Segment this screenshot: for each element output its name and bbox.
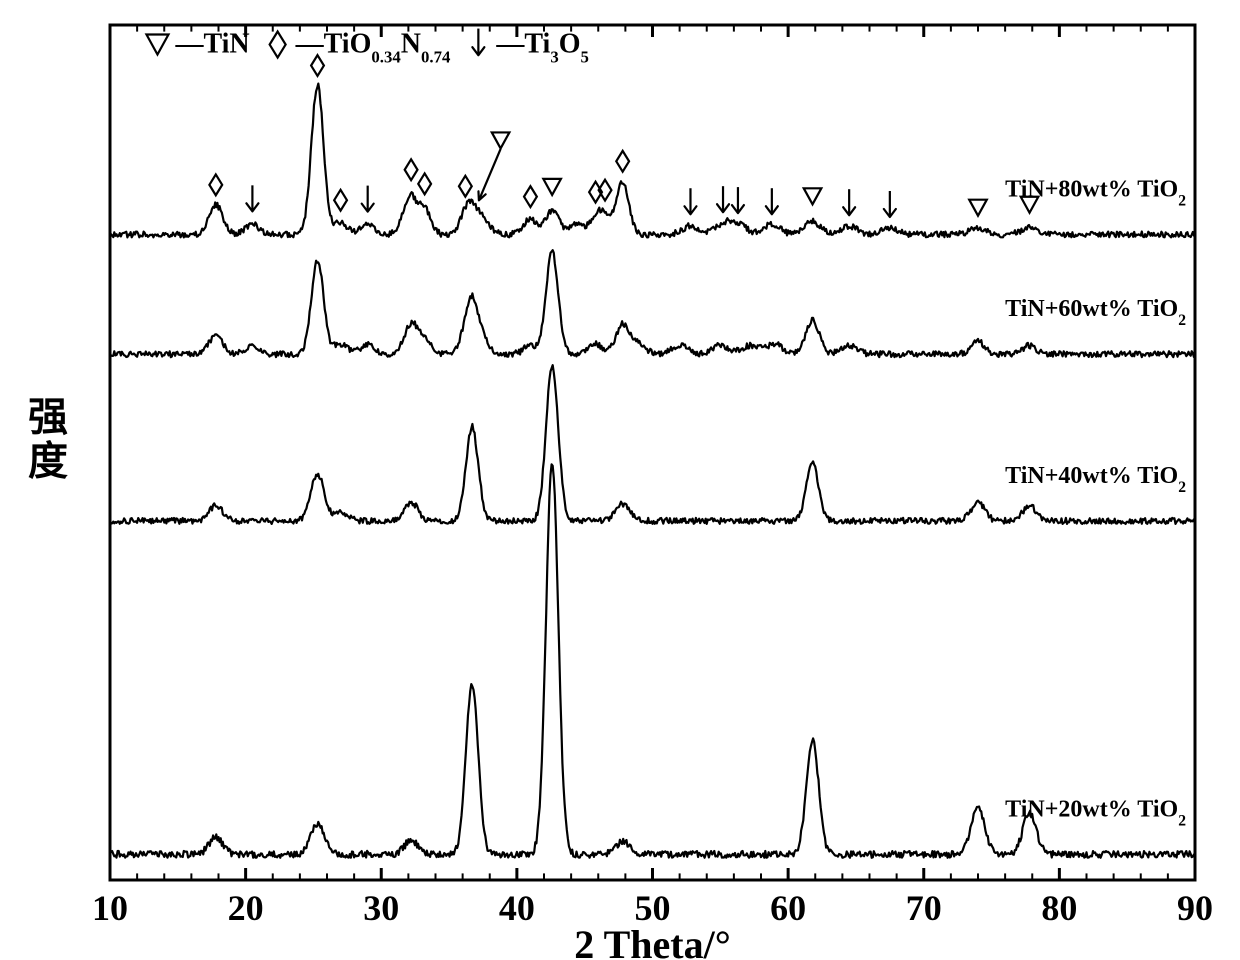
svg-text:TiN+80wt% TiO2: TiN+80wt% TiO2 — [1005, 176, 1186, 209]
svg-text:60: 60 — [770, 888, 806, 928]
svg-text:TiN+20wt% TiO2: TiN+20wt% TiO2 — [1005, 796, 1186, 829]
svg-text:70: 70 — [906, 888, 942, 928]
svg-text:20: 20 — [228, 888, 264, 928]
svg-text:30: 30 — [363, 888, 399, 928]
svg-text:—TiO0.34N0.74: —TiO0.34N0.74 — [295, 28, 451, 66]
svg-text:度: 度 — [28, 439, 68, 484]
svg-text:—TiN: —TiN — [174, 28, 249, 59]
svg-text:2 Theta/°: 2 Theta/° — [574, 922, 730, 960]
svg-text:TiN+60wt% TiO2: TiN+60wt% TiO2 — [1005, 296, 1186, 329]
svg-text:强: 强 — [28, 395, 68, 440]
svg-text:40: 40 — [499, 888, 535, 928]
svg-text:90: 90 — [1177, 888, 1213, 928]
svg-text:80: 80 — [1041, 888, 1077, 928]
svg-text:—Ti3O5: —Ti3O5 — [495, 28, 589, 66]
xrd-chart: 1020304050607080902 Theta/°强度TiN+20wt% T… — [0, 0, 1240, 960]
svg-text:10: 10 — [92, 888, 128, 928]
svg-text:TiN+40wt% TiO2: TiN+40wt% TiO2 — [1005, 463, 1186, 496]
xrd-svg: 1020304050607080902 Theta/°强度TiN+20wt% T… — [0, 0, 1240, 960]
